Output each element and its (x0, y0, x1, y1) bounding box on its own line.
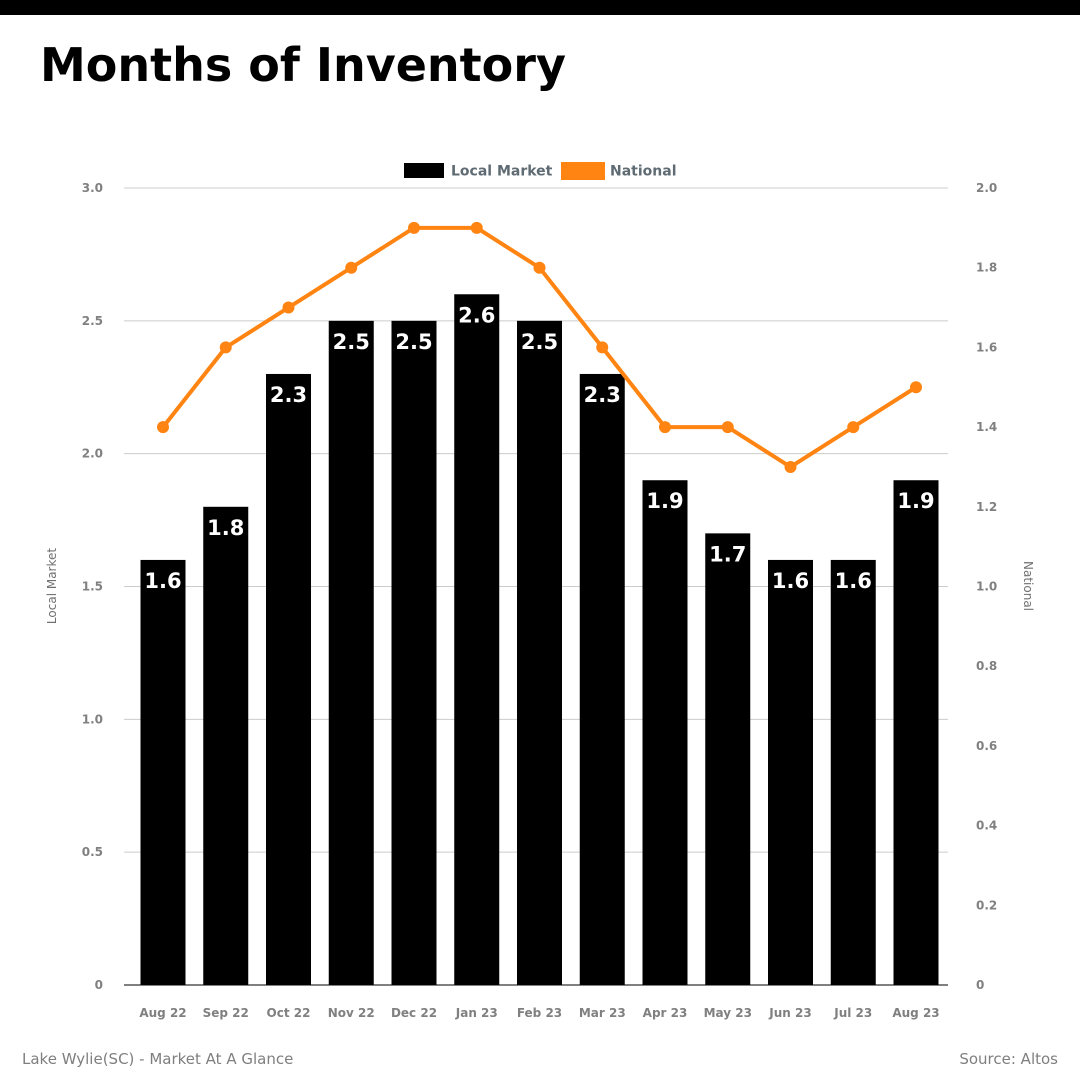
bar-data-label: 1.7 (709, 542, 746, 566)
x-tick-label: Nov 22 (328, 1006, 375, 1020)
bar-data-label: 2.5 (333, 330, 370, 354)
bar (140, 559, 186, 985)
x-axis-ticks: Aug 22 Sep 22 Oct 22 Nov 22 Dec 22 Jan 23 Feb … (139, 1006, 939, 1020)
bar (454, 294, 500, 985)
bar (266, 373, 311, 985)
bar-data-labels: 1.6 1.8 2.3 2.5 2.5 2.6 2.5 2.3 1.9 1.7 1.6 1.6 1.9 (144, 303, 934, 593)
right-tick-label: 2.0 (976, 181, 997, 195)
right-tick-label: 0 (976, 978, 984, 992)
national-point (408, 221, 420, 234)
top-bar (0, 0, 1080, 15)
left-tick-label: 2.0 (82, 447, 103, 461)
bar (328, 320, 374, 985)
right-axis-title: National (1021, 561, 1035, 611)
bar-data-label: 1.8 (207, 516, 244, 540)
bar (705, 533, 751, 985)
national-point (470, 221, 483, 234)
footer-market-label: Lake Wylie(SC) - Market At A Glance (22, 1050, 294, 1068)
left-tick-label: 1.0 (82, 712, 103, 726)
legend-swatch-national (561, 162, 605, 180)
national-point (596, 341, 609, 354)
left-axis-title: Local Market (45, 548, 59, 624)
bar (768, 559, 813, 985)
national-point (157, 421, 169, 434)
right-axis-ticks: 0 0.2 0.4 0.6 0.8 1.0 1.2 1.4 1.6 1.8 2.0 (976, 181, 997, 992)
x-tick-label: Aug 23 (892, 1006, 939, 1020)
legend-swatch-local-market (404, 163, 444, 178)
x-tick-label: Sep 22 (203, 1006, 249, 1020)
right-tick-label: 0.2 (976, 898, 997, 912)
national-point (659, 421, 671, 434)
x-tick-label: Aug 22 (139, 1006, 186, 1020)
right-tick-label: 1.2 (976, 500, 997, 514)
bar-data-label: 1.9 (897, 489, 934, 513)
right-tick-label: 1.0 (976, 580, 997, 594)
national-point (721, 421, 734, 434)
right-tick-label: 0.6 (976, 739, 997, 753)
bar (830, 559, 876, 985)
bar (517, 320, 562, 985)
x-tick-label: May 23 (704, 1006, 752, 1020)
bar (642, 480, 688, 985)
legend: Local Market National (404, 162, 677, 180)
national-point (282, 301, 295, 314)
left-tick-label: 3.0 (82, 181, 103, 195)
bar-data-label: 1.6 (772, 569, 809, 593)
bar (579, 373, 625, 985)
right-tick-label: 1.6 (976, 340, 997, 354)
national-point (910, 381, 922, 394)
right-tick-label: 0.8 (976, 659, 997, 673)
bar-data-label: 1.6 (144, 569, 181, 593)
left-tick-label: 0.5 (82, 845, 103, 859)
national-point (219, 341, 232, 354)
left-tick-label: 2.5 (82, 314, 103, 328)
page-title: Months of Inventory (40, 38, 566, 92)
bar (391, 320, 437, 985)
bar-data-label: 2.6 (458, 303, 495, 327)
x-tick-label: Mar 23 (579, 1006, 626, 1020)
bar (203, 506, 249, 985)
x-tick-label: Feb 23 (517, 1006, 562, 1020)
right-tick-label: 1.4 (976, 420, 997, 434)
x-tick-label: Jan 23 (455, 1006, 498, 1020)
national-point (533, 261, 546, 274)
x-tick-label: Oct 22 (267, 1006, 311, 1020)
legend-label-national: National (610, 164, 677, 180)
bar (893, 480, 939, 985)
x-tick-label: Jun 23 (768, 1006, 811, 1020)
national-point (345, 261, 358, 274)
right-tick-label: 0.4 (976, 819, 997, 833)
x-tick-label: Dec 22 (391, 1006, 437, 1020)
national-point (847, 421, 860, 434)
bar-data-label: 1.6 (835, 569, 872, 593)
national-line-series (157, 221, 922, 473)
x-tick-label: Apr 23 (643, 1006, 688, 1020)
left-tick-label: 1.5 (82, 580, 103, 594)
legend-label-local-market: Local Market (451, 164, 553, 180)
bar-data-label: 1.9 (646, 489, 683, 513)
bar-data-label: 2.3 (270, 383, 307, 407)
bar-data-label: 2.3 (584, 383, 621, 407)
left-axis-ticks: 0 0.5 1.0 1.5 2.0 2.5 3.0 (82, 181, 103, 992)
left-tick-label: 0 (95, 978, 103, 992)
national-point (784, 460, 797, 473)
right-tick-label: 1.8 (976, 261, 997, 275)
local-market-bars (140, 294, 939, 985)
bar-data-label: 2.5 (395, 330, 432, 354)
footer-source: Source: Altos (959, 1050, 1058, 1068)
x-tick-label: Jul 23 (833, 1006, 872, 1020)
bar-data-label: 2.5 (521, 330, 558, 354)
